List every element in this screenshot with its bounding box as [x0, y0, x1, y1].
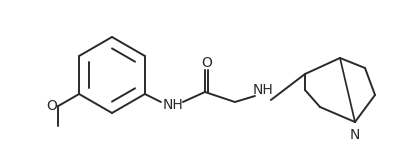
Text: O: O	[201, 56, 212, 70]
Text: NH: NH	[253, 83, 273, 97]
Text: N: N	[350, 128, 360, 142]
Text: O: O	[47, 99, 57, 113]
Text: NH: NH	[162, 98, 183, 112]
